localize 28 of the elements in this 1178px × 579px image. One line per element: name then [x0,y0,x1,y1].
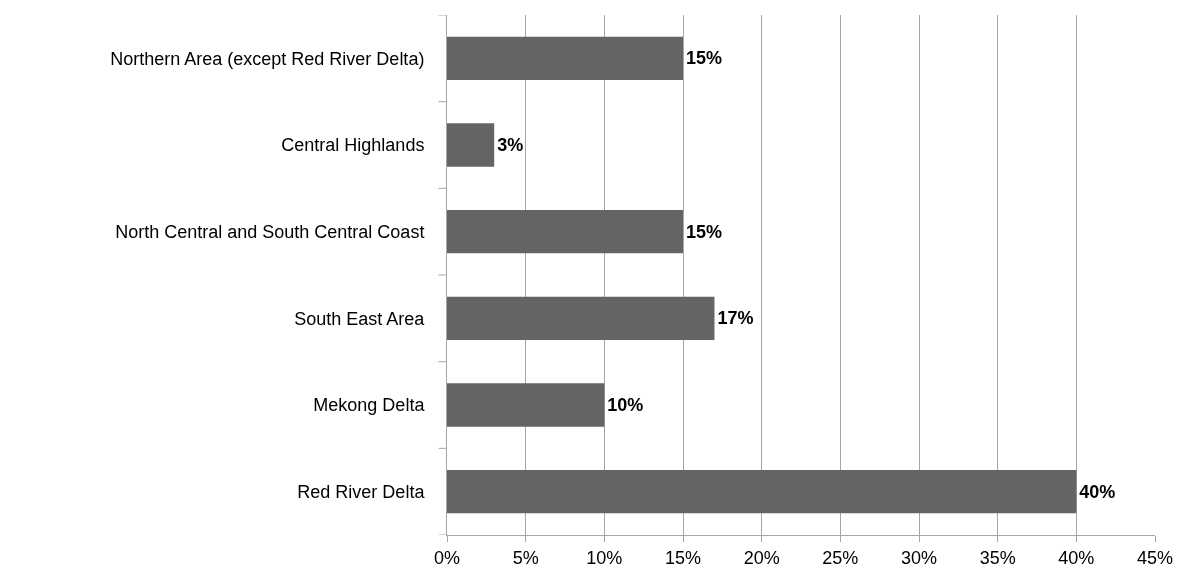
data-label: 15% [686,48,723,69]
y-tick-label: North Central and South Central Coast [115,221,425,242]
x-tick-label: 15% [664,547,702,568]
y-tick-label: Mekong Delta [313,395,426,416]
bar [447,36,683,80]
bar [447,210,683,254]
x-tick-label: 5% [512,547,539,568]
data-label: 3% [497,135,524,155]
x-tick-label: 30% [900,547,938,568]
x-tick-label: 35% [979,547,1016,568]
y-tick-label: Northern Area (except Red River Delta) [110,48,425,69]
x-tick-label: 40% [1058,547,1095,568]
y-tick-label: Red River Delta [297,481,426,502]
data-label: 15% [686,221,723,242]
x-tick-label: 0% [433,547,461,568]
x-tick-label: 10% [586,547,623,568]
data-label: 40% [1079,481,1116,502]
y-tick-label: South East Area [294,308,426,329]
bar [447,123,495,167]
bar [447,296,715,340]
x-tick-label: 45% [1136,547,1174,568]
x-tick-label: 25% [822,547,859,568]
y-tick-label: Central Highlands [281,135,425,156]
bar [447,470,1077,514]
x-tick-label: 20% [743,547,780,568]
data-label: 17% [717,308,754,329]
bar [447,383,605,427]
data-label: 10% [607,395,644,415]
